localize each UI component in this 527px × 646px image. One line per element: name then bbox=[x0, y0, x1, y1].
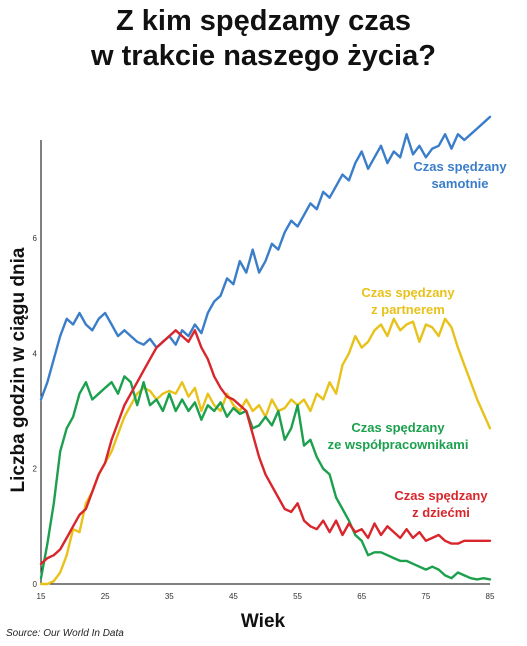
annotation-line: samotnie bbox=[431, 176, 488, 191]
x-tick-label: 45 bbox=[229, 592, 238, 601]
x-tick-label: 75 bbox=[421, 592, 430, 601]
x-axis-label: Wiek bbox=[241, 611, 286, 632]
annotation-dzieci: Czas spędzany z dziećmi bbox=[394, 488, 488, 520]
y-axis-ticks: 0 2 4 6 bbox=[33, 234, 38, 589]
series-line-dzieci bbox=[39, 329, 492, 565]
annotation-partner: Czas spędzany z partnerem bbox=[361, 285, 455, 317]
annotation-line: Czas spędzany bbox=[394, 488, 488, 503]
series-lines bbox=[39, 115, 492, 586]
annotation-line: Czas spędzany bbox=[413, 159, 507, 174]
annotation-line: ze współpracownikami bbox=[328, 437, 469, 452]
x-tick-label: 85 bbox=[486, 592, 495, 601]
x-tick-label: 25 bbox=[101, 592, 110, 601]
y-axis-label: Liczba godzin w ciągu dnia bbox=[8, 247, 29, 492]
x-tick-label: 15 bbox=[37, 592, 46, 601]
x-tick-label: 55 bbox=[293, 592, 302, 601]
annotation-line: Czas spędzany bbox=[351, 420, 445, 435]
x-tick-label: 35 bbox=[165, 592, 174, 601]
annotation-line: z dziećmi bbox=[412, 505, 470, 520]
y-tick-label: 6 bbox=[33, 234, 38, 243]
annotation-line: Czas spędzany bbox=[361, 285, 455, 300]
x-tick-label: 65 bbox=[357, 592, 366, 601]
series-line-wspolpracownicy bbox=[39, 375, 492, 581]
source-note: Source: Our World In Data bbox=[6, 628, 124, 639]
title-line-2: w trakcie naszego życia? bbox=[91, 40, 436, 72]
chart-title: Z kim spędzamy czas w trakcie naszego ży… bbox=[0, 4, 527, 74]
title-line-1: Z kim spędzamy czas bbox=[116, 5, 411, 37]
x-axis-ticks: 15 25 35 45 55 65 75 85 bbox=[37, 592, 495, 601]
series-line-samotnie bbox=[39, 115, 492, 401]
y-tick-label: 0 bbox=[33, 580, 38, 589]
annotation-line: z partnerem bbox=[371, 302, 445, 317]
annotation-samotnie: Czas spędzany samotnie bbox=[413, 159, 507, 191]
annotation-wspolpracownicy: Czas spędzany ze współpracownikami bbox=[328, 420, 469, 452]
series-annotations: Czas spędzany samotnie Czas spędzany z part… bbox=[328, 159, 508, 520]
y-tick-label: 2 bbox=[33, 465, 38, 474]
y-tick-label: 4 bbox=[33, 349, 38, 358]
